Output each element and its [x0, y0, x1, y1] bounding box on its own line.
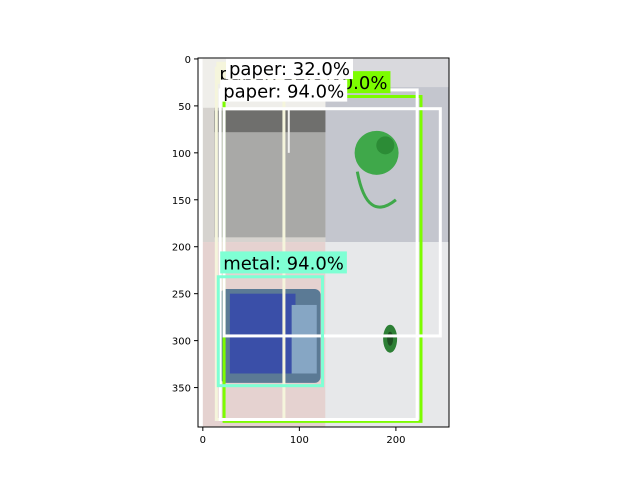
y-tick-label: 250: [172, 290, 191, 301]
axes: 0 100 200 0 50 100 150 200 250 300 350: [172, 55, 450, 446]
x-tick-label: 0: [200, 435, 206, 446]
axes-frame: [197, 57, 450, 428]
detection-label: paper: 94.0%: [223, 82, 344, 103]
image-axes: cardboard: 90.0%paper: 32.0%paper: 94.0%…: [202, 58, 449, 427]
detection-overlay: cardboard: 90.0%paper: 32.0%paper: 94.0%…: [214, 58, 442, 423]
y-tick-label: 0: [185, 55, 191, 66]
detection-box: [216, 275, 325, 388]
x-tick-label: 100: [290, 435, 309, 446]
y-tick-label: 350: [172, 384, 191, 395]
green-cap-hole: [376, 136, 395, 155]
paper-fold: [287, 107, 290, 153]
y-tick-label: 150: [172, 196, 191, 207]
jar-blue-label: [229, 293, 296, 374]
green-cap-body: [354, 130, 399, 175]
detection-label-background: [220, 79, 348, 102]
detection-label: metal: 94.0%: [223, 253, 344, 274]
y-tick-label: 300: [172, 337, 191, 348]
green-bottle-opening: [387, 331, 394, 346]
green-cap-strap: [355, 171, 397, 209]
y-tick-label: 200: [172, 243, 191, 254]
detection-label-background: [220, 251, 347, 274]
detection-label: paper: 32.0%: [229, 59, 350, 80]
detection-box: [222, 107, 442, 338]
y-tick-label: 50: [178, 102, 191, 113]
jar-light-label: [291, 304, 317, 374]
x-tick-label: 200: [386, 435, 405, 446]
detection-label-background: [225, 58, 354, 80]
paper-dark-edge: [214, 110, 326, 133]
y-tick-label: 100: [172, 149, 191, 160]
